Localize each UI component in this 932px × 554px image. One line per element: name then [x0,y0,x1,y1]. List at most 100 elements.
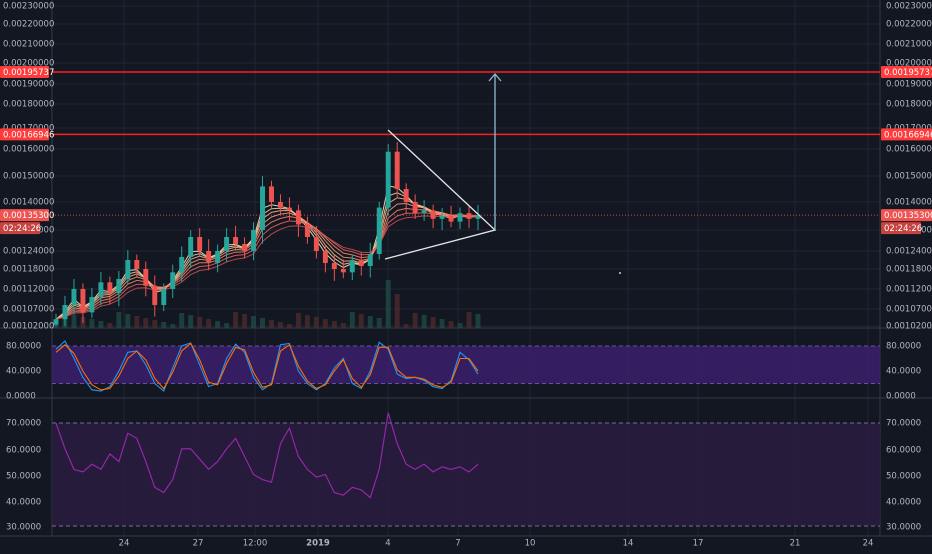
price-tick-label-right: 0.00124000 [886,247,932,257]
rsi-tick-label-right: 70.0000 [886,419,921,429]
candle[interactable] [179,257,185,273]
time-tick-label: 4 [385,539,390,549]
volume-bar [224,323,230,328]
price-tick-label-left: 0.00107000 [3,305,54,315]
candle[interactable] [89,297,95,313]
price-tick-label-right: 0.00140000 [886,198,932,208]
candle[interactable] [125,260,131,279]
candle[interactable] [224,237,230,251]
candle[interactable] [116,279,122,293]
stoch-k-line [55,340,479,392]
price-tick-label-left: 0.00180000 [3,100,54,110]
candle[interactable] [152,285,158,305]
candle[interactable] [269,186,274,202]
stoch-tick-label-left: 40.0000 [6,367,41,377]
candle[interactable] [439,216,445,219]
candle[interactable] [215,251,221,263]
volume-bar [242,314,248,328]
countdown-tag-right-bg [881,222,921,235]
candle[interactable] [62,305,68,320]
rsi-line [55,412,479,499]
cursor-dot [619,272,621,274]
candle[interactable] [475,215,481,219]
candle[interactable] [286,207,292,211]
candle[interactable] [161,289,167,305]
volume-bar [269,320,274,328]
volume-bar [116,312,122,328]
candle[interactable] [206,251,212,263]
candle[interactable] [457,213,463,222]
drawings[interactable] [52,71,880,274]
price-tick-label-right: 0.00102000 [886,322,932,332]
rsi-band [52,423,880,526]
candle[interactable] [466,213,472,219]
candle[interactable] [251,230,257,251]
target-arrow-head-icon [488,73,502,82]
price-tag-level-1-left-bg [0,65,49,78]
stoch-band [52,346,880,384]
candle[interactable] [295,210,301,225]
candle[interactable] [448,216,454,222]
time-tick-label: 27 [193,539,204,549]
candle[interactable] [197,237,203,251]
candle[interactable] [98,282,104,297]
countdown-tag-left-text: 02:24:26 [3,224,41,234]
candle[interactable] [322,251,328,263]
volume-bar [251,316,257,328]
volume-bar [385,280,391,328]
volume-bar [430,317,436,328]
candle[interactable] [412,202,418,214]
price-tick-label-right: 0.00107000 [886,305,932,315]
time-tick-label: 2019 [306,539,330,549]
candle[interactable] [80,289,86,313]
candle[interactable] [340,269,346,273]
candle[interactable] [143,269,149,286]
price-tick-label-left: 0.00230000 [3,2,54,12]
ma-ribbon-line [55,207,479,320]
candle[interactable] [385,151,391,208]
candle[interactable] [260,186,265,230]
volume-bar [170,324,176,328]
candle[interactable] [71,289,77,305]
volume-bar [107,323,113,328]
candle[interactable] [430,210,436,219]
rsi-tick-label-left: 30.0000 [6,523,41,533]
candle[interactable] [349,260,355,273]
price-tick-label-right: 0.00230000 [886,2,932,12]
candle[interactable] [403,189,409,202]
candle[interactable] [421,210,427,214]
candle[interactable] [331,263,337,269]
rsi-tick-label-left: 50.0000 [6,472,41,482]
candle[interactable] [188,237,194,257]
volume-bar [188,315,194,328]
candle[interactable] [304,224,310,237]
ma-ribbon-line [55,215,479,320]
candle[interactable] [170,272,176,289]
candle[interactable] [53,319,59,325]
volume-bar [125,314,131,328]
stoch-tick-label-right: 0.0000 [886,392,916,402]
candle[interactable] [358,260,364,266]
volume-bar [98,321,104,328]
candle[interactable] [367,254,373,266]
volume-bar [394,294,400,328]
candle[interactable] [394,151,400,189]
volume-bar [313,317,319,328]
candle[interactable] [107,282,113,293]
candle[interactable] [134,260,140,269]
candlestick-series[interactable] [53,142,481,327]
candle[interactable] [376,207,382,254]
price-tag-level-2-left-bg [0,128,49,141]
volume-bar [197,317,203,328]
candle[interactable] [242,244,248,251]
indicator-bands [52,345,880,527]
price-tick-label-left: 0.00140000 [3,198,54,208]
indicator-lines [55,340,479,499]
candle[interactable] [277,202,283,208]
candle[interactable] [313,237,319,251]
price-tick-label-left: 0.00124000 [3,247,54,257]
candle[interactable] [233,237,239,244]
volume-bar [376,318,382,328]
